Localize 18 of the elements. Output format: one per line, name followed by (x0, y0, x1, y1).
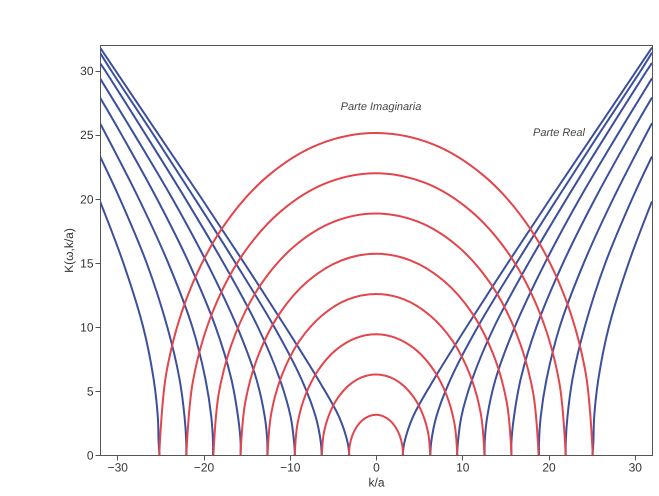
x-tick-label: −30 (108, 460, 128, 474)
y-tick-label: 0 (86, 448, 94, 462)
x-axis-title: k/a (368, 476, 385, 490)
annotation: Parte Real (533, 127, 586, 139)
x-tick-label: 20 (542, 460, 556, 474)
annotation: Parte Imaginaria (340, 101, 422, 113)
y-tick-label: 20 (80, 192, 94, 206)
x-tick-label: −10 (280, 460, 301, 474)
y-tick-label: 10 (80, 320, 94, 334)
x-tick-label: 30 (628, 460, 642, 474)
y-tick-label: 25 (80, 128, 94, 142)
y-tick-label: 30 (80, 64, 94, 78)
y-axis-title: K(ω,k/a) (62, 228, 76, 273)
x-tick-label: 10 (456, 460, 470, 474)
y-tick-label: 15 (80, 256, 94, 270)
x-tick-label: 0 (373, 460, 380, 474)
x-tick-label: −20 (194, 460, 214, 474)
y-tick-label: 5 (86, 384, 94, 398)
